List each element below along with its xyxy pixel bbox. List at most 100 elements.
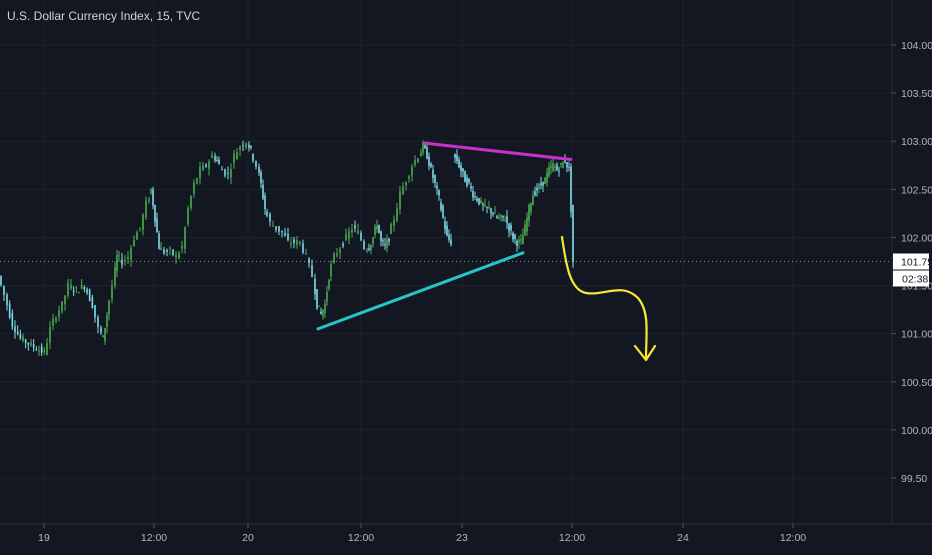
candle-body [440,202,442,210]
y-tick-label: 100.00 [901,425,932,437]
candle-body [299,241,301,244]
candle-body [424,144,426,148]
y-tick-label: 104.00 [901,40,932,52]
candle-body [484,204,486,207]
candle-body [160,247,162,250]
candle-body [78,292,80,294]
candle-body [386,239,388,248]
candle-body [258,166,260,173]
candle-body [86,288,88,294]
candle-body [211,154,213,159]
candle-body [560,162,562,165]
candle-body [163,249,165,254]
candle-body [382,240,384,242]
candle-body [402,186,404,195]
candle-body [374,226,376,235]
candle-body [536,188,538,191]
candle-body [202,164,204,171]
candle-body [434,175,436,184]
candle-body [462,168,464,172]
candle-body [388,238,390,242]
candle-body [372,237,374,244]
price-axis[interactable]: 104.00103.50103.00102.50102.00101.50101.… [892,40,932,485]
candle-body [534,191,536,196]
candle-body [498,216,500,219]
candle-body [252,154,254,161]
candle-body [320,311,322,314]
candle-body [502,215,504,218]
candle-body [104,327,106,341]
candle-body [514,234,516,240]
candle-body [181,246,183,249]
candle-body [296,239,298,245]
x-tick-label: 12:00 [559,532,585,544]
candle-body [336,253,338,256]
candle-body [80,284,83,289]
candle-body [287,233,289,240]
candle-body [100,327,102,333]
candle-body [339,248,341,253]
projection-arrow-head [633,344,657,362]
countdown-tag-bg [893,270,929,287]
candle-body [393,219,395,226]
candle-body [380,231,382,242]
candle-body [52,318,54,326]
candle-body [550,165,552,168]
candle-body [178,253,180,259]
candle-body [97,317,99,328]
candle-body [351,229,353,233]
candle-body [420,152,422,157]
candle-body [22,336,24,342]
trendline[interactable] [423,141,573,162]
time-axis[interactable]: 19 12:00 20 12:00 23 12:00 24 12:00 [38,524,806,544]
candle-body [245,143,247,148]
candle-body [281,230,283,233]
candle-body [446,225,448,236]
candle-body [49,326,51,343]
candle-body [326,291,328,302]
candle-body [205,164,207,167]
candle-body [305,253,307,255]
trendline[interactable] [316,251,525,331]
candle-body [558,170,560,172]
candle-body [224,169,226,176]
candle-body [88,289,91,302]
candle-body [494,212,496,214]
candle-body [456,154,458,162]
x-tick-label: 12:00 [348,532,374,544]
candle-body [444,220,446,230]
candle-body [46,342,48,355]
candle-body [111,285,113,299]
candle-body [482,203,484,205]
candle-body [284,233,286,236]
candle-body [324,304,326,314]
candle-body [330,264,332,276]
candle-body [390,224,392,234]
candle-body [233,153,235,163]
candle-body [454,154,456,158]
candle-body [378,224,380,233]
candle-body [526,217,528,232]
candle-body [6,294,8,306]
candle-body [3,285,5,296]
last-price-tag-bg [893,253,929,270]
candle-body [405,182,407,186]
candle-body [426,147,428,159]
x-tick-label: 19 [38,532,50,544]
candle-body [239,147,241,150]
candle-body [35,349,38,351]
candle-body [214,155,216,161]
candle-body [275,226,277,230]
candle-body [538,184,540,190]
x-tick-label: 23 [456,532,468,544]
candle-body [302,243,304,253]
candle-body [476,198,478,201]
projection-arrow-curve[interactable] [560,235,648,360]
candle-body [208,161,210,169]
candle-body [67,282,69,296]
candle-body [411,166,413,176]
candle-body [530,203,532,212]
candle-body [540,183,542,186]
